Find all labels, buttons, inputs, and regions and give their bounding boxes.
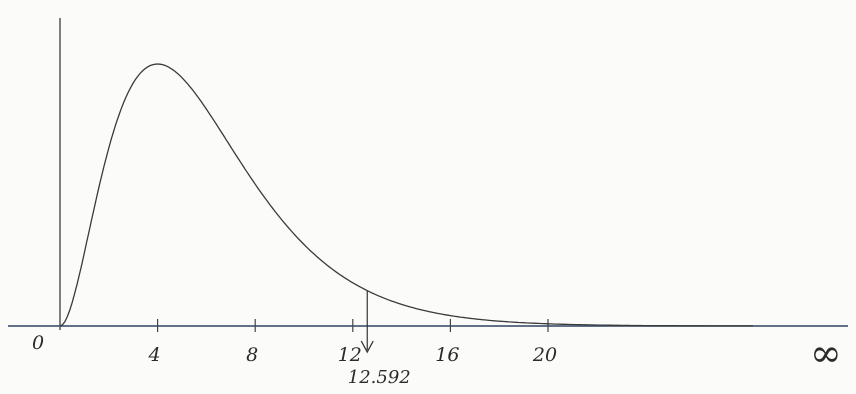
density-curve xyxy=(59,63,753,327)
origin-label: 0 xyxy=(32,332,44,354)
x-tick-label: 16 xyxy=(435,344,459,366)
infinity-label: ∞ xyxy=(810,331,842,375)
x-ticks: 4 8 12 16 20 xyxy=(148,319,557,366)
critical-value-arrow xyxy=(360,340,374,354)
x-tick-label: 20 xyxy=(532,344,557,366)
x-tick-label: 4 xyxy=(148,344,161,366)
x-tick-label: 8 xyxy=(246,344,258,366)
critical-value-label: 12.592 xyxy=(348,367,411,388)
x-tick-label: 12 xyxy=(338,344,362,366)
